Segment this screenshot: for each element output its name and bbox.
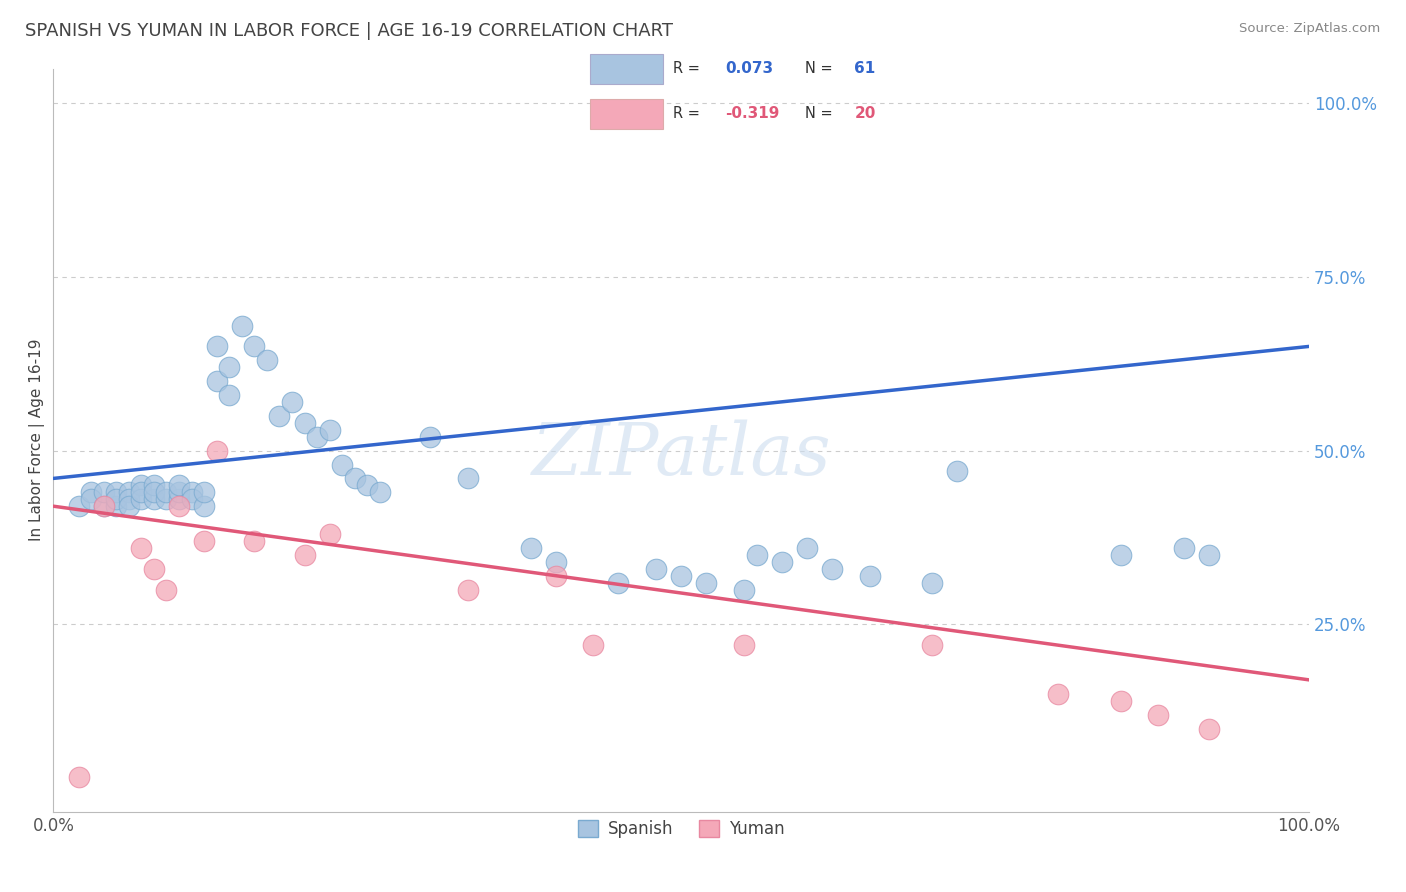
- Text: -0.319: -0.319: [725, 106, 780, 121]
- Point: [129, 478, 152, 492]
- Point: [142, 478, 165, 492]
- Y-axis label: In Labor Force | Age 16-19: In Labor Force | Age 16-19: [30, 339, 45, 541]
- Point: [93, 485, 115, 500]
- Point: [733, 638, 755, 652]
- Point: [142, 492, 165, 507]
- Point: [858, 568, 880, 582]
- Point: [318, 423, 340, 437]
- Point: [129, 492, 152, 507]
- FancyBboxPatch shape: [591, 54, 662, 84]
- Point: [695, 575, 717, 590]
- Point: [193, 485, 215, 500]
- Point: [544, 568, 567, 582]
- Text: ZIPatlas: ZIPatlas: [531, 420, 831, 491]
- Point: [218, 360, 240, 375]
- Point: [243, 533, 266, 548]
- Point: [368, 485, 391, 500]
- Point: [118, 485, 141, 500]
- Point: [118, 499, 141, 513]
- Point: [80, 485, 103, 500]
- Point: [1109, 548, 1132, 562]
- Point: [1046, 687, 1069, 701]
- Point: [1198, 548, 1220, 562]
- Point: [167, 478, 190, 492]
- Point: [105, 492, 128, 507]
- Point: [544, 555, 567, 569]
- Point: [167, 485, 190, 500]
- Point: [343, 471, 366, 485]
- Point: [193, 499, 215, 513]
- Point: [193, 533, 215, 548]
- Point: [93, 499, 115, 513]
- Point: [745, 548, 768, 562]
- Point: [796, 541, 818, 555]
- Point: [231, 318, 253, 333]
- Point: [307, 430, 329, 444]
- Point: [671, 568, 693, 582]
- Text: 20: 20: [855, 106, 876, 121]
- Text: N =: N =: [804, 62, 832, 77]
- Point: [142, 562, 165, 576]
- Point: [946, 465, 969, 479]
- Point: [167, 499, 190, 513]
- Point: [80, 492, 103, 507]
- Point: [180, 492, 202, 507]
- Point: [105, 499, 128, 513]
- Point: [129, 485, 152, 500]
- Point: [180, 485, 202, 500]
- Point: [1147, 707, 1170, 722]
- Point: [118, 492, 141, 507]
- Point: [281, 395, 304, 409]
- Point: [419, 430, 441, 444]
- Point: [93, 499, 115, 513]
- Text: Source: ZipAtlas.com: Source: ZipAtlas.com: [1240, 22, 1381, 36]
- Text: 0.073: 0.073: [725, 62, 773, 77]
- Point: [205, 443, 228, 458]
- Point: [457, 582, 479, 597]
- Point: [256, 353, 278, 368]
- Legend: Spanish, Yuman: Spanish, Yuman: [571, 813, 792, 845]
- Point: [155, 582, 177, 597]
- Point: [1173, 541, 1195, 555]
- Point: [155, 492, 177, 507]
- Point: [294, 548, 316, 562]
- Point: [821, 562, 844, 576]
- Point: [155, 485, 177, 500]
- Point: [770, 555, 793, 569]
- Point: [205, 374, 228, 388]
- Point: [1198, 722, 1220, 736]
- Text: R =: R =: [672, 106, 700, 121]
- Point: [67, 770, 90, 784]
- Point: [733, 582, 755, 597]
- Text: 61: 61: [855, 62, 876, 77]
- Point: [607, 575, 630, 590]
- Point: [318, 527, 340, 541]
- Point: [142, 485, 165, 500]
- Point: [330, 458, 353, 472]
- Point: [356, 478, 378, 492]
- Point: [167, 492, 190, 507]
- Point: [205, 339, 228, 353]
- Point: [921, 638, 943, 652]
- Point: [218, 388, 240, 402]
- Text: R =: R =: [672, 62, 700, 77]
- Point: [645, 562, 668, 576]
- Text: SPANISH VS YUMAN IN LABOR FORCE | AGE 16-19 CORRELATION CHART: SPANISH VS YUMAN IN LABOR FORCE | AGE 16…: [25, 22, 673, 40]
- Point: [582, 638, 605, 652]
- Point: [519, 541, 541, 555]
- Point: [243, 339, 266, 353]
- Point: [1109, 694, 1132, 708]
- Point: [457, 471, 479, 485]
- Point: [105, 485, 128, 500]
- Point: [129, 541, 152, 555]
- Text: N =: N =: [804, 106, 832, 121]
- Point: [294, 416, 316, 430]
- FancyBboxPatch shape: [591, 99, 662, 129]
- Point: [921, 575, 943, 590]
- Point: [269, 409, 291, 423]
- Point: [67, 499, 90, 513]
